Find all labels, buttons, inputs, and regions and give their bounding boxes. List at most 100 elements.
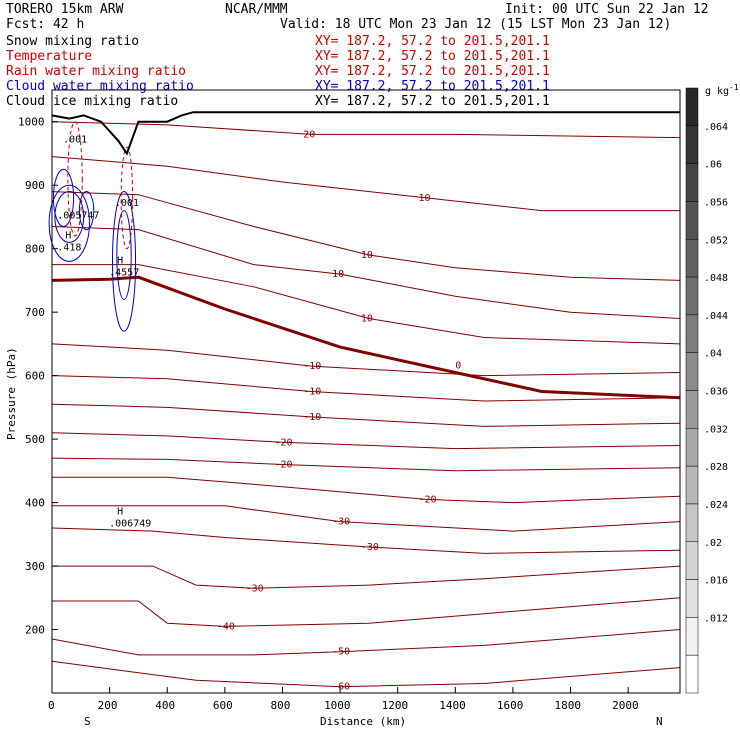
temperature-contour-12 <box>52 264 681 345</box>
temperature-contour-13 <box>51 226 681 319</box>
temperature-contour-2 <box>52 597 681 627</box>
field-cloud-water: Cloud water mixing ratio <box>6 79 194 94</box>
terrain-line <box>51 111 680 156</box>
temperature-contour-6 <box>52 476 681 504</box>
temperature-contour-0 <box>51 660 681 688</box>
y-axis: 200 300 400 500 600 700 800 900 1000 <box>18 116 58 637</box>
x-tick-label-5: 1000 <box>324 699 351 712</box>
extremum-value-5: .001 <box>63 134 87 145</box>
temperature-contour-label-15: 10 <box>418 193 430 204</box>
x-tick-label-4: 800 <box>270 699 290 712</box>
colorbar-label-8: .032 <box>704 424 728 435</box>
valid-time: Valid: 18 UTC Mon 23 Jan 12 (15 LST Mon … <box>280 17 671 32</box>
temperature-contour-label-9: -10 <box>303 412 321 423</box>
field-temperature: Temperature <box>6 49 92 64</box>
cloud-water-contour-1 <box>54 191 85 243</box>
colorbar-segment-10 <box>685 465 699 505</box>
field-snow: Snow mixing ratio <box>6 34 139 49</box>
temperature-contour-label-12: 10 <box>361 314 373 325</box>
y-tick-label-6: 800 <box>25 243 45 256</box>
temperature-contour-label-11: -10 <box>303 361 321 372</box>
temperature-contour-14 <box>51 191 681 281</box>
extremum-1: H.4557 <box>109 256 139 279</box>
temperature-contour-label-16: 20 <box>303 129 315 140</box>
y-tick-label-1: 300 <box>25 560 45 573</box>
temperature-contour-15 <box>51 156 680 212</box>
extremum-kind-1: H <box>117 256 123 267</box>
colorbar-label-6: .04 <box>704 349 722 360</box>
extremum-2: H.418 <box>57 230 81 253</box>
cloud-water-contour-4 <box>52 168 75 227</box>
extremum-kind-0: H <box>117 506 123 517</box>
temperature-contour-label-4: -30 <box>361 542 379 553</box>
cloud-water-contour-5 <box>78 191 95 231</box>
y-tick-label-2: 400 <box>25 497 45 510</box>
extremum-value-0: .006749 <box>109 518 151 529</box>
y-tick-label-3: 500 <box>25 433 45 446</box>
field-cloud-water-xy: XY= 187.2, 57.2 to 201.5,201.1 <box>315 79 550 94</box>
x-tick-label-7: 1400 <box>439 699 466 712</box>
field-rain: Rain water mixing ratio <box>6 64 186 79</box>
extremum-value-3: .005747 <box>57 211 99 222</box>
rain-contour-1 <box>120 146 134 250</box>
x-tick-label-10: 2000 <box>612 699 639 712</box>
x-tick-label-0: 0 <box>48 699 55 712</box>
field-cloud-ice-xy: XY= 187.2, 57.2 to 201.5,201.1 <box>315 94 550 109</box>
x-tick-label-1: 200 <box>98 699 118 712</box>
colorbar-segment-11 <box>685 503 699 542</box>
extremum-5: .001 <box>63 134 87 145</box>
field-rain-xy: XY= 187.2, 57.2 to 201.5,201.1 <box>315 64 550 79</box>
init-time: Init: 00 UTC Sun 22 Jan 12 <box>505 2 709 17</box>
temperature-contour-1 <box>51 629 681 656</box>
rain-contour-0 <box>67 121 83 237</box>
colorbar-label-1: .06 <box>704 160 722 171</box>
y-axis-label: Pressure (hPa) <box>5 347 18 440</box>
temperature-contour-5 <box>52 505 681 532</box>
north-label: N <box>656 715 663 728</box>
x-axis: 0 200 400 600 800 1000 1200 1400 1600 1800 2000 <box>48 687 639 712</box>
colorbar-label-0: .064 <box>704 122 728 133</box>
plot-frame <box>51 89 681 694</box>
colorbar-segment-2 <box>685 163 699 202</box>
x-tick-label-3: 600 <box>213 699 233 712</box>
cloud-water-contour-2 <box>111 191 137 332</box>
y-tick-label-8: 1000 <box>18 116 45 129</box>
cloud-water-contour-3 <box>116 210 132 300</box>
colorbar-label-12: .016 <box>704 576 728 587</box>
y-tick-label-0: 200 <box>25 624 45 637</box>
x-tick-label-2: 400 <box>155 699 175 712</box>
colorbar-segment-9 <box>685 428 699 467</box>
freezing-line-label: 0 <box>455 360 461 371</box>
x-tick-label-6: 1200 <box>382 699 409 712</box>
colorbar-segment-15 <box>685 654 699 694</box>
y-tick-label-7: 900 <box>25 179 45 192</box>
colorbar-segment-4 <box>685 239 699 278</box>
x-tick-label-8: 1600 <box>497 699 524 712</box>
colorbar-segment-13 <box>685 579 699 618</box>
temperature-contour-8 <box>51 432 681 450</box>
colorbar-label-3: .052 <box>704 235 728 246</box>
south-label: S <box>84 715 91 728</box>
temperature-contour-label-14: 10 <box>361 250 373 261</box>
extremum-kind-2: H <box>65 230 71 241</box>
temperature-contour-4 <box>51 527 681 554</box>
field-temperature-xy: XY= 187.2, 57.2 to 201.5,201.1 <box>315 49 550 64</box>
colorbar-label-13: .012 <box>704 613 728 624</box>
colorbar-segment-0 <box>685 87 699 127</box>
colorbar-segment-14 <box>685 617 699 656</box>
colorbar-label-2: .056 <box>704 197 728 208</box>
freezing-line <box>51 275 681 400</box>
extremum-value-1: .4557 <box>109 268 139 279</box>
colorbar-label-7: .036 <box>704 387 728 398</box>
colorbar-unit: g kg-1 <box>705 83 739 97</box>
extremum-value-2: .418 <box>57 242 81 253</box>
extremum-value-4: .001 <box>115 198 139 209</box>
colorbar-label-5: .044 <box>704 311 728 322</box>
extremum-4: .001 <box>115 198 139 209</box>
temperature-contour-label-6: -20 <box>418 494 436 505</box>
temperature-contour-label-5: -30 <box>332 517 350 528</box>
colorbar: .064 .06 .056 .052 .048 .044 .04 .036 .032 .028 .0… <box>685 87 728 694</box>
y-tick-label-5: 700 <box>25 306 45 319</box>
temperature-contour-10 <box>51 375 681 402</box>
